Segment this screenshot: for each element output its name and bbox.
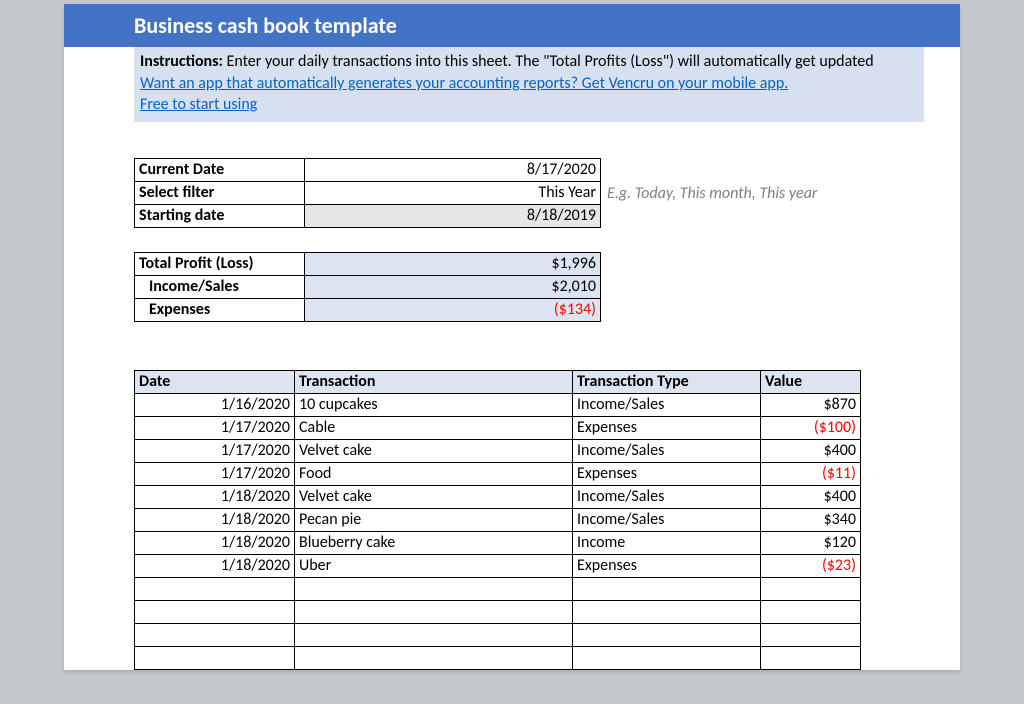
instructions-label: Instructions:	[140, 52, 223, 71]
transaction-cell[interactable]: $120	[761, 531, 861, 554]
transaction-empty-cell[interactable]	[295, 646, 573, 669]
transaction-cell[interactable]: 1/18/2020	[135, 508, 295, 531]
summary-value: ($134)	[305, 298, 601, 321]
transaction-empty-cell[interactable]	[295, 623, 573, 646]
transactions-header-cell: Transaction	[295, 370, 573, 393]
summary-row: Expenses($134)	[135, 298, 601, 321]
transaction-cell[interactable]: Income/Sales	[573, 485, 761, 508]
transaction-cell[interactable]: $870	[761, 393, 861, 416]
promo-link-line2[interactable]: Free to start using	[140, 95, 257, 114]
transaction-empty-row[interactable]	[135, 577, 861, 600]
instructions-text-line: Instructions: Enter your daily transacti…	[140, 51, 918, 73]
transaction-empty-row[interactable]	[135, 646, 861, 669]
promo-link-line1[interactable]: Want an app that automatically generates…	[140, 74, 788, 93]
transaction-row[interactable]: 1/16/202010 cupcakesIncome/Sales$870	[135, 393, 861, 416]
transaction-empty-row[interactable]	[135, 623, 861, 646]
transaction-empty-cell[interactable]	[573, 577, 761, 600]
transaction-cell[interactable]: Income	[573, 531, 761, 554]
page-title: Business cash book template	[134, 12, 397, 39]
summary-row: Income/Sales$2,010	[135, 275, 601, 298]
transaction-cell[interactable]: $400	[761, 485, 861, 508]
transaction-cell[interactable]: Income/Sales	[573, 508, 761, 531]
transaction-empty-cell[interactable]	[761, 646, 861, 669]
transaction-cell[interactable]: 1/17/2020	[135, 439, 295, 462]
transaction-cell[interactable]: Uber	[295, 554, 573, 577]
transaction-row[interactable]: 1/18/2020UberExpenses($23)	[135, 554, 861, 577]
transaction-empty-cell[interactable]	[761, 600, 861, 623]
transaction-empty-cell[interactable]	[135, 646, 295, 669]
transactions-header-row: DateTransactionTransaction TypeValue	[135, 370, 861, 393]
transaction-cell[interactable]: 1/18/2020	[135, 554, 295, 577]
transaction-cell[interactable]: 1/16/2020	[135, 393, 295, 416]
transactions-header-cell: Date	[135, 370, 295, 393]
transaction-cell[interactable]: Cable	[295, 416, 573, 439]
summary-label: Income/Sales	[135, 275, 305, 298]
transaction-empty-cell[interactable]	[135, 577, 295, 600]
transaction-empty-cell[interactable]	[573, 600, 761, 623]
instructions-text: Enter your daily transactions into this …	[223, 52, 874, 71]
transaction-cell[interactable]: Velvet cake	[295, 439, 573, 462]
filter-hint: E.g. Today, This month, This year	[601, 182, 817, 206]
summary-row: Total Profit (Loss)$1,996	[135, 252, 601, 275]
transaction-empty-cell[interactable]	[573, 646, 761, 669]
filter-value[interactable]: This Year	[305, 181, 601, 204]
transaction-cell[interactable]: 10 cupcakes	[295, 393, 573, 416]
transaction-cell[interactable]: 1/18/2020	[135, 485, 295, 508]
instructions-box: Instructions: Enter your daily transacti…	[134, 47, 924, 122]
transaction-cell[interactable]: 1/18/2020	[135, 531, 295, 554]
transaction-cell[interactable]: Expenses	[573, 554, 761, 577]
transaction-cell[interactable]: Expenses	[573, 462, 761, 485]
transaction-cell[interactable]: ($100)	[761, 416, 861, 439]
filter-label: Current Date	[135, 158, 305, 181]
filter-label: Starting date	[135, 204, 305, 227]
transaction-cell[interactable]: Income/Sales	[573, 393, 761, 416]
filter-hints-column: E.g. Today, This month, This year	[601, 158, 817, 230]
transaction-cell[interactable]: ($23)	[761, 554, 861, 577]
content-area: Current Date8/17/2020Select filterThis Y…	[64, 122, 960, 670]
transaction-cell[interactable]: 1/17/2020	[135, 416, 295, 439]
filter-row: Current Date8/17/2020	[135, 158, 601, 181]
transaction-cell[interactable]: Food	[295, 462, 573, 485]
filter-value[interactable]: 8/18/2019	[305, 204, 601, 227]
summary-label: Total Profit (Loss)	[135, 252, 305, 275]
filter-row: Select filterThis Year	[135, 181, 601, 204]
transaction-empty-cell[interactable]	[761, 623, 861, 646]
summary-value: $1,996	[305, 252, 601, 275]
transaction-row[interactable]: 1/18/2020Blueberry cakeIncome$120	[135, 531, 861, 554]
summary-table: Total Profit (Loss)$1,996Income/Sales$2,…	[134, 252, 601, 322]
summary-value: $2,010	[305, 275, 601, 298]
transaction-cell[interactable]: Pecan pie	[295, 508, 573, 531]
transaction-row[interactable]: 1/18/2020Pecan pieIncome/Sales$340	[135, 508, 861, 531]
transaction-cell[interactable]: Blueberry cake	[295, 531, 573, 554]
transaction-cell[interactable]: Income/Sales	[573, 439, 761, 462]
filter-label: Select filter	[135, 181, 305, 204]
transaction-row[interactable]: 1/17/2020FoodExpenses($11)	[135, 462, 861, 485]
transaction-cell[interactable]: $340	[761, 508, 861, 531]
transaction-row[interactable]: 1/17/2020CableExpenses($100)	[135, 416, 861, 439]
transaction-empty-cell[interactable]	[295, 577, 573, 600]
transactions-header-cell: Transaction Type	[573, 370, 761, 393]
transaction-empty-cell[interactable]	[135, 600, 295, 623]
transaction-cell[interactable]: Velvet cake	[295, 485, 573, 508]
transaction-cell[interactable]: $400	[761, 439, 861, 462]
spreadsheet-sheet: Business cash book template Instructions…	[64, 4, 960, 670]
title-bar: Business cash book template	[64, 4, 960, 47]
transaction-row[interactable]: 1/18/2020Velvet cakeIncome/Sales$400	[135, 485, 861, 508]
filter-value[interactable]: 8/17/2020	[305, 158, 601, 181]
transaction-cell[interactable]: Expenses	[573, 416, 761, 439]
summary-label: Expenses	[135, 298, 305, 321]
transaction-empty-cell[interactable]	[761, 577, 861, 600]
transaction-empty-cell[interactable]	[573, 623, 761, 646]
transactions-header-cell: Value	[761, 370, 861, 393]
filter-table: Current Date8/17/2020Select filterThis Y…	[134, 158, 601, 228]
transaction-cell[interactable]: ($11)	[761, 462, 861, 485]
filter-row: Starting date8/18/2019	[135, 204, 601, 227]
transaction-cell[interactable]: 1/17/2020	[135, 462, 295, 485]
transaction-row[interactable]: 1/17/2020Velvet cakeIncome/Sales$400	[135, 439, 861, 462]
transactions-table: DateTransactionTransaction TypeValue1/16…	[134, 370, 861, 670]
transaction-empty-cell[interactable]	[135, 623, 295, 646]
transaction-empty-row[interactable]	[135, 600, 861, 623]
transaction-empty-cell[interactable]	[295, 600, 573, 623]
